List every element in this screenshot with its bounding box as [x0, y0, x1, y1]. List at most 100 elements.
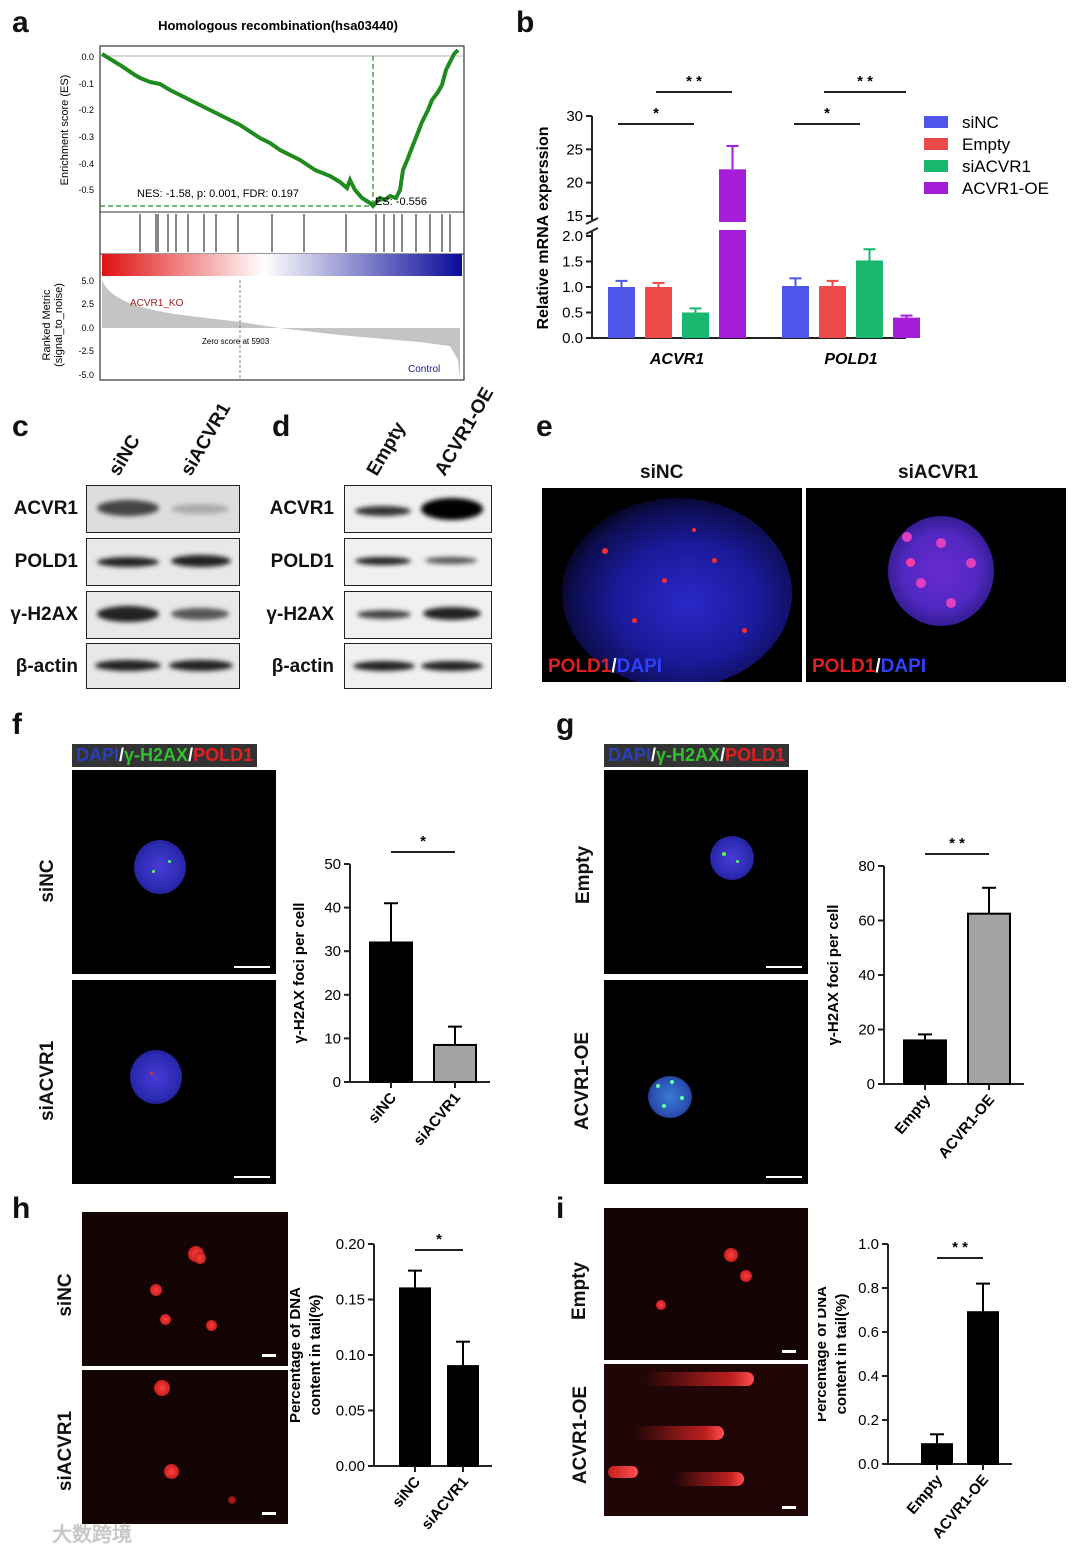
svg-text:5.0: 5.0	[81, 276, 94, 286]
zero-score-label: Zero score at 5903	[202, 337, 270, 346]
metric-ticks: 5.0 2.5 0.0 -2.5 -5.0	[78, 276, 94, 380]
lane-label-siacvr1: siACVR1	[176, 399, 236, 480]
blot-d-actin	[344, 643, 492, 689]
gsea-es-value: ES: -0.556	[375, 196, 427, 208]
b-legend-label: ACVR1-OE	[962, 179, 1049, 198]
blot-c-row-acvr1: ACVR1	[13, 498, 78, 519]
chart-g-x-label: ACVR1-OE	[935, 1092, 998, 1162]
blot-c-actin	[86, 643, 240, 689]
if-g-header: DAPI/γ-H2AX/POLD1	[604, 744, 790, 767]
if-g-top-label: Empty	[573, 845, 594, 905]
panel-label-f: f	[12, 708, 22, 741]
es-curve	[100, 48, 460, 209]
chart-h-bar	[447, 1365, 479, 1468]
chart-g-ytick-label: 60	[858, 913, 875, 930]
b-x-label: POLD1	[824, 351, 877, 368]
b-legend-swatch	[924, 116, 948, 128]
blot-d-row-actin: β-actin	[271, 656, 334, 677]
b-x-label: ACVR1	[649, 351, 704, 368]
b-ytick-label: 20	[566, 175, 583, 192]
b-ytick-label: 1.5	[562, 254, 583, 271]
b-ytick-label: 0.5	[562, 305, 583, 322]
chart-h-y-axis-label: Percentage of DNA	[290, 1287, 304, 1423]
panel-label-g: g	[556, 708, 575, 741]
panel-label-d: d	[272, 410, 291, 443]
svg-text:-0.4: -0.4	[78, 159, 94, 169]
panel-label-e: e	[536, 410, 553, 443]
if-g-empty-image	[604, 770, 808, 974]
svg-text:-2.5: -2.5	[78, 346, 94, 356]
blot-c-row-h2ax: γ-H2AX	[10, 604, 78, 625]
comet-h-siacvr1-image	[82, 1370, 288, 1524]
chart-f-y-axis-label: γ-H2AX foci per cell	[291, 903, 308, 1044]
b-sig-label: *	[653, 105, 659, 122]
chart-f-ytick-label: 10	[324, 1030, 341, 1047]
b-axis-break	[585, 217, 599, 225]
comet-h-bottom-label: siACVR1	[55, 1410, 76, 1492]
b-y-axis-label: Relative mRNA experssion	[535, 126, 552, 329]
if-g-acvr1-oe-image	[604, 980, 808, 1184]
comet-i-top-label: Empty	[569, 1261, 590, 1321]
metric-axis-label: Ranked Metric	[41, 289, 53, 360]
chart-f-sig-label: *	[420, 833, 426, 850]
chart-g-bar	[967, 912, 1011, 1085]
svg-text:-0.5: -0.5	[78, 185, 94, 195]
chart-f-ytick-label: 20	[324, 987, 341, 1004]
chart-f-x-label: siACVR1	[410, 1090, 464, 1149]
comet-h-top-label: siNC	[55, 1273, 76, 1317]
b-axis-break-2	[585, 227, 599, 235]
es-ticks: 0.0 -0.1 -0.2 -0.3 -0.4 -0.5	[78, 52, 94, 195]
chart-h-ytick-label: 0.20	[336, 1236, 365, 1253]
chart-i: 0.0 0.2 0.4 0.6 0.8 1.0 Percentage of DNA conte…	[818, 1236, 1012, 1542]
chart-f: 0 10 20 30 40 50 γ-H2AX foci per cell siNC siACV…	[291, 833, 490, 1149]
chart-i-bar	[921, 1443, 953, 1465]
chart-f-x-label: siNC	[365, 1090, 400, 1127]
chart-i-ytick-label: 0.2	[858, 1412, 879, 1429]
gsea-stats: NES: -1.58, p: 0.001, FDR: 0.197	[137, 188, 299, 200]
blot-c-acvr1	[86, 485, 240, 533]
if-f-top-label: siNC	[37, 859, 58, 903]
chart-i-x-label: Empty	[904, 1471, 947, 1518]
if-e-siacvr1-stain: POLD1/DAPI	[812, 656, 927, 677]
chart-g-sig-label: * *	[949, 835, 965, 852]
comet-i-empty-image	[604, 1208, 808, 1360]
b-legend-swatch	[924, 160, 948, 172]
chart-g-ytick-label: 80	[858, 858, 875, 875]
b-bar	[819, 285, 846, 338]
chart-i-bar	[967, 1311, 999, 1465]
chart-h-bar	[399, 1287, 431, 1468]
blot-d-row-pold1: POLD1	[270, 551, 334, 572]
chart-h-ytick-label: 0.10	[336, 1347, 365, 1364]
panel-label-i: i	[556, 1192, 565, 1225]
svg-text:-0.1: -0.1	[78, 79, 94, 89]
if-f-bottom-label: siACVR1	[37, 1040, 58, 1121]
chart-h-ytick-label: 0.15	[336, 1292, 365, 1309]
watermark: 大数跨境	[52, 1524, 132, 1546]
b-legend-swatch	[924, 138, 948, 150]
blot-d-row-acvr1: ACVR1	[269, 498, 334, 519]
b-bar	[608, 287, 635, 338]
chart-i-ytick-label: 0.8	[858, 1280, 879, 1297]
b-legend-swatch	[924, 182, 948, 194]
if-e-label-right: siACVR1	[898, 462, 979, 483]
svg-text:-0.3: -0.3	[78, 132, 94, 142]
if-g-bottom-label: ACVR1-OE	[572, 1031, 593, 1131]
blot-c-pold1	[86, 538, 240, 586]
b-bar-upper	[719, 169, 746, 222]
comet-h-sinc-image	[82, 1212, 288, 1366]
if-f-sinc-image	[72, 770, 276, 974]
gsea-title: Homologous recombination(hsa03440)	[158, 18, 398, 33]
blot-c-row-actin: β-actin	[15, 656, 78, 677]
chart-h-ytick-label: 0.00	[336, 1458, 365, 1475]
b-ytick-label: 0.0	[562, 330, 583, 347]
b-bar	[856, 260, 883, 338]
blot-d-h2ax	[344, 591, 492, 639]
b-bar-lower	[719, 230, 746, 338]
b-ytick-label: 2.0	[562, 228, 583, 245]
b-ytick-label: 25	[566, 141, 583, 158]
if-f-header: DAPI/γ-H2AX/POLD1	[72, 744, 258, 767]
lane-label-acvr1-oe: ACVR1-OE	[430, 383, 499, 480]
if-f-siacvr1-image	[72, 980, 276, 1184]
gsea-plot: Homologous recombination(hsa03440) 0.0 -…	[41, 18, 465, 381]
chart-h-x-label: siNC	[389, 1474, 424, 1511]
